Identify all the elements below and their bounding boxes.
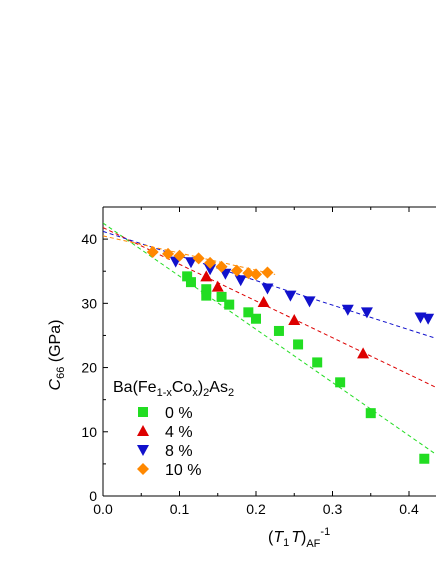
- y-tick-label: 40: [81, 231, 97, 247]
- legend-label-2: 8 %: [165, 443, 193, 460]
- legend-label-3: 10 %: [165, 462, 201, 479]
- data-point-series-0: [273, 325, 284, 336]
- data-point-series-0: [312, 357, 323, 368]
- legend-title-p1: Ba(Fe: [113, 379, 157, 396]
- data-point-series-3: [173, 249, 186, 262]
- data-point-series-2: [422, 313, 435, 325]
- data-point-series-0: [201, 290, 212, 301]
- data-point-series-2: [184, 257, 197, 269]
- data-point-series-1: [357, 347, 370, 359]
- data-point-series-3: [215, 260, 228, 273]
- data-point-series-0: [365, 408, 376, 419]
- data-point-series-0: [419, 453, 430, 464]
- legend-items: 0 % 4 % 8 % 10 %: [137, 405, 201, 479]
- legend-title-s2: x: [192, 387, 198, 399]
- legend-title-p4: As: [209, 379, 228, 396]
- x-axis-title-var1: T: [273, 529, 284, 546]
- x-axis-title-sub: AF: [306, 538, 320, 550]
- data-point-series-3: [162, 247, 175, 260]
- legend-label-0: 0 %: [165, 405, 193, 422]
- data-point-series-0: [185, 277, 196, 288]
- x-tick-label: 0.0: [93, 501, 113, 517]
- legend-title-s3: 2: [203, 387, 209, 399]
- y-tick-label: 30: [81, 295, 97, 311]
- data-point-series-1: [200, 270, 213, 282]
- legend-marker-1: [137, 425, 149, 436]
- data-point-series-0: [335, 377, 346, 388]
- data-point-series-0: [201, 284, 212, 295]
- legend: Ba(Fe1-xCox)2As2 0 %4 %8 %10 %: [113, 379, 234, 479]
- x-tick-label: 0.3: [323, 501, 343, 517]
- x-axis-title-sub1: 1: [283, 537, 289, 549]
- data-point-series-2: [360, 307, 373, 319]
- data-point-series-3: [204, 256, 217, 269]
- legend-title-p3: ): [198, 379, 203, 396]
- data-point-series-3: [230, 264, 243, 277]
- y-axis-title: C66 (GPa): [47, 320, 67, 391]
- data-point-series-3: [192, 252, 205, 265]
- trend-line-2: [103, 230, 436, 339]
- data-point-series-0: [216, 291, 227, 302]
- data-point-series-2: [284, 290, 297, 302]
- trend-line-3: [103, 235, 276, 275]
- data-point-series-2: [204, 264, 217, 276]
- data-point-series-1: [288, 314, 301, 326]
- data-point-series-2: [234, 275, 247, 287]
- legend-title-p2: Co: [172, 379, 193, 396]
- x-axis-title-close: ): [301, 529, 306, 546]
- axis-ticks: 0.00.10.20.30.40.50.6010203040: [81, 206, 419, 517]
- x-tick-label: 0.2: [246, 501, 266, 517]
- y-tick-label: 20: [81, 360, 97, 376]
- y-tick-label: 10: [81, 424, 97, 440]
- data-point-series-3: [146, 245, 159, 258]
- data-point-series-2: [341, 304, 354, 316]
- x-axis-title-sup: -1: [320, 526, 330, 538]
- plot-area: 0.00.10.20.30.40.50.6010203040: [81, 206, 436, 517]
- data-point-series-3: [261, 266, 274, 279]
- x-axis-title-open: (: [268, 529, 274, 546]
- legend-title-s4: 2: [228, 387, 234, 399]
- legend-marker-0: [138, 407, 148, 417]
- data-point-series-1: [211, 280, 224, 292]
- legend-label-1: 4 %: [165, 424, 193, 441]
- y-tick-label: 0: [89, 488, 97, 504]
- trend-line-0: [103, 222, 436, 455]
- y-axis-title-sub: 66: [55, 367, 67, 379]
- data-point-series-0: [243, 307, 254, 318]
- data-points: [146, 245, 435, 464]
- data-point-series-3: [242, 267, 255, 280]
- legend-marker-2: [137, 445, 149, 456]
- data-point-series-0: [251, 313, 261, 324]
- trend-lines: [103, 222, 436, 455]
- legend-marker-3: [137, 463, 149, 475]
- y-axis-title-unit: (GPa): [47, 320, 64, 367]
- x-tick-label: 0.1: [170, 501, 190, 517]
- x-axis-title: (T1 T)AF-1: [268, 526, 330, 550]
- data-point-series-3: [250, 268, 262, 281]
- x-tick-label: 0.4: [399, 501, 419, 517]
- data-point-series-0: [293, 339, 304, 350]
- trend-line-1: [103, 227, 436, 388]
- y-axis-title-var: C: [47, 378, 64, 390]
- data-point-series-2: [303, 296, 316, 308]
- legend-title-s1: 1-x: [157, 387, 173, 399]
- data-point-series-1: [257, 296, 270, 308]
- data-point-series-0: [182, 271, 193, 282]
- data-point-series-2: [261, 283, 274, 295]
- data-point-series-0: [224, 299, 235, 310]
- x-axis-title-var2: T: [291, 529, 302, 546]
- legend-title: Ba(Fe1-xCox)2As2: [113, 379, 234, 399]
